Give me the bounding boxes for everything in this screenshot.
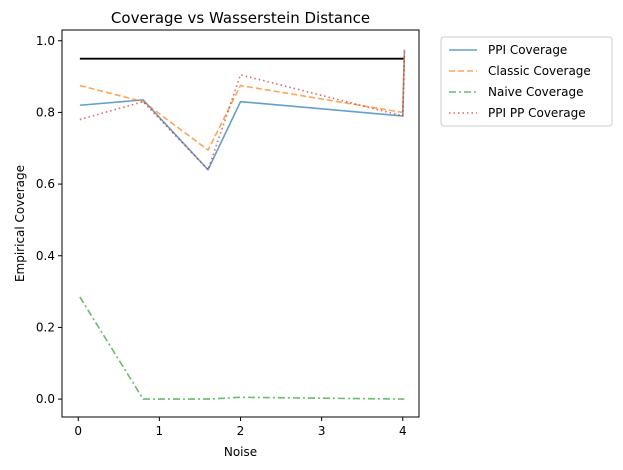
x-tick-label: 4 <box>399 424 407 438</box>
y-tick-label: 0.2 <box>36 320 55 334</box>
series-line-3 <box>79 55 406 171</box>
y-axis-label: Empirical Coverage <box>13 165 27 282</box>
x-tick-label: 2 <box>237 424 245 438</box>
chart-title: Coverage vs Wasserstein Distance <box>111 9 370 27</box>
x-tick-label: 1 <box>156 424 164 438</box>
series-line-1 <box>79 51 406 151</box>
y-tick-label: 1.0 <box>36 34 55 48</box>
legend: PPI Coverage Classic Coverage Naive Covera… <box>440 36 613 127</box>
x-tick-label: 0 <box>74 424 82 438</box>
y-tick-label: 0.0 <box>36 392 55 406</box>
series-line-0 <box>79 49 406 171</box>
plot-frame <box>61 29 420 418</box>
legend-box <box>440 36 613 127</box>
x-tick-label: 3 <box>318 424 326 438</box>
legend-label: PPI PP Coverage <box>488 106 586 120</box>
legend-label: Naive Coverage <box>488 85 583 99</box>
y-tick-label: 0.4 <box>36 249 55 263</box>
plot-area <box>79 49 406 400</box>
legend-label: Classic Coverage <box>488 64 591 78</box>
axes: 0 1 2 3 4 0.0 0.2 0.4 0.6 0.8 1.0 <box>36 29 420 438</box>
y-tick-label: 0.8 <box>36 105 55 119</box>
y-tick-label: 0.6 <box>36 177 55 191</box>
x-axis-label: Noise <box>224 445 257 459</box>
series-line-2 <box>79 296 405 400</box>
legend-label: PPI Coverage <box>488 43 567 57</box>
